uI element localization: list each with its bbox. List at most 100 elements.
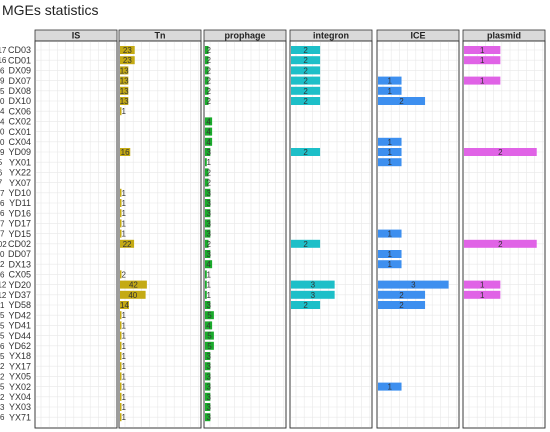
bar-label-prophage-YX22: 2 [207,168,212,177]
bar-label-plasmid-YD20: 1 [480,281,485,290]
bar-label-integron-YD20: 3 [311,281,316,290]
bar-label-integron-DX07: 2 [303,77,308,86]
bar-plasmid-YD20 [464,280,501,289]
bar-label-ICE-DD07: 1 [388,250,393,259]
bar-label-IS-YX07: 7 [0,179,3,188]
bar-label-IS-CD02: 102 [0,240,7,249]
bar-prophage-DX08 [205,86,209,95]
bar-label-prophage-DX08: 2 [207,87,212,96]
bar-label-IS-DX13: 22 [0,260,5,269]
bar-ICE-YX02 [378,382,402,391]
bar-label-Tn-YX71: 1 [122,413,127,422]
row-label-DX10: DX10 [8,96,31,106]
row-label-YX07: YX07 [9,178,31,188]
bar-integron-CD03 [291,46,321,54]
bar-label-Tn-YD11: 1 [122,199,127,208]
bar-label-prophage-DX07: 2 [207,77,212,86]
bar-prophage-YD09 [205,148,211,156]
bar-ICE-DX08 [378,86,402,95]
bar-prophage-CX02 [205,117,213,126]
bar-label-plasmid-CD02: 2 [498,240,503,249]
bar-label-Tn-YX05: 1 [122,372,127,381]
bar-label-IS-YD16: 16 [0,209,5,218]
bar-Tn-YX03 [120,403,122,411]
bar-label-prophage-DX09: 2 [207,66,212,75]
row-label-DX13: DX13 [8,259,31,269]
bar-label-Tn-YD37: 40 [128,291,137,300]
facet-label-prophage: prophage [224,31,265,41]
bar-label-IS-YX02: 25 [0,383,5,392]
row-label-YX04: YX04 [9,392,31,402]
bar-label-ICE-DX08: 1 [388,87,393,96]
bar-label-Tn-YD09: 16 [121,148,130,157]
bar-prophage-CX01 [205,127,213,136]
bar-prophage-YD42 [205,311,214,320]
row-label-YX02: YX02 [9,382,31,392]
bar-label-IS-YX04: 22 [0,393,5,402]
bar-label-IS-YD42: 25 [0,311,5,320]
bar-label-prophage-YX01: 1 [207,158,212,167]
bar-prophage-YD62 [205,341,214,350]
bar-label-Tn-YD17: 1 [122,219,127,228]
row-label-YD37: YD37 [8,290,31,300]
bar-prophage-YX03 [205,403,211,411]
bar-label-IS-YD41: 25 [0,321,5,330]
facet-border-integron [289,40,373,429]
bar-prophage-YX05 [205,372,211,381]
bar-prophage-DX09 [205,66,209,75]
bar-label-Tn-YX02: 1 [122,383,127,392]
bar-label-IS-DD07: 20 [0,250,5,259]
bar-prophage-YD11 [205,199,211,207]
bar-label-Tn-YX17: 1 [122,362,127,371]
bar-prophage-YX04 [205,392,211,401]
facet-label-plasmid: plasmid [487,31,521,41]
bar-label-Tn-YX03: 1 [122,403,127,412]
row-label-YX03: YX03 [9,402,31,412]
bar-label-Tn-DX08: 13 [120,87,129,96]
row-label-YD10: YD10 [8,188,31,198]
bar-label-prophage-YX71: 3 [207,413,212,422]
bar-label-prophage-YD44: 5 [207,332,212,341]
bar-label-integron-YD37: 3 [311,291,316,300]
bar-label-prophage-YD42: 5 [207,311,212,320]
row-label-YD11: YD11 [9,198,31,208]
bar-prophage-YX71 [205,413,211,422]
bar-label-IS-YX17: 22 [0,362,5,371]
bar-Tn-YD42 [120,311,122,320]
row-label-DD07: DD07 [8,249,31,259]
bar-ICE-YD58 [378,301,426,309]
bar-prophage-YD20 [205,280,207,289]
bar-Tn-YD58 [120,301,129,309]
row-label-CD01: CD01 [8,55,31,65]
bar-label-Tn-DX10: 13 [120,97,129,106]
bar-prophage-DX07 [205,76,209,85]
bar-label-plasmid-CD03: 1 [480,46,485,55]
bar-label-integron-CD02: 2 [303,240,308,249]
bar-label-IS-CX06: 34 [0,107,5,116]
bar-Tn-YD20 [120,280,147,289]
bar-label-ICE-YD20: 3 [411,281,416,290]
row-label-YD09: YD09 [8,147,31,157]
bar-ICE-CX04 [378,137,402,146]
bar-label-prophage-YD37: 1 [207,291,212,300]
bar-label-prophage-YD16: 3 [207,209,212,218]
row-label-YD15: YD15 [8,229,31,239]
bar-label-Tn-YX18: 1 [122,352,127,361]
bar-label-Tn-CD02: 22 [123,240,132,249]
bar-label-IS-YD58: 41 [0,301,5,310]
facet-border-plasmid [462,40,546,429]
facet-border-Tn [118,40,202,429]
bar-plasmid-CD01 [464,56,501,65]
row-label-CX04: CX04 [8,137,31,147]
bar-prophage-YD16 [205,209,211,218]
facet-label-ICE: ICE [410,31,425,41]
bar-prophage-YX22 [205,168,209,177]
bar-label-integron-DX09: 2 [303,66,308,75]
bar-label-ICE-YX02: 1 [388,383,393,392]
row-label-YD42: YD42 [8,310,31,320]
bar-label-ICE-DX13: 1 [388,260,393,269]
bar-label-prophage-YD11: 3 [207,199,212,208]
bar-prophage-CD02 [205,239,209,248]
bar-Tn-CD02 [120,239,135,248]
bar-prophage-YD41 [205,321,213,330]
